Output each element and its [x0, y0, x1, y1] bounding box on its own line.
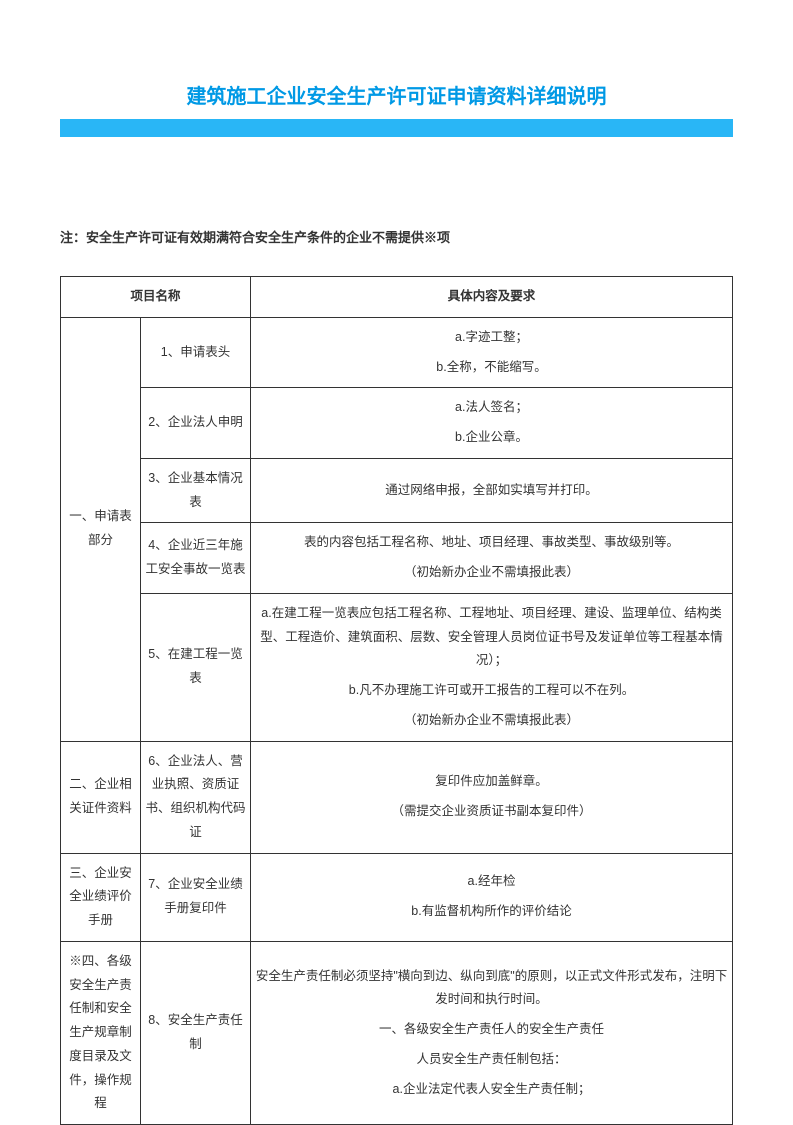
item-3-content: 通过网络申报，全部如实填写并打印。	[251, 458, 733, 523]
content-line: 复印件应加盖鲜章。	[255, 770, 728, 794]
table-row: 二、企业相关证件资料 6、企业法人、营业执照、资质证书、组织机构代码证 复印件应…	[61, 741, 733, 853]
content-line: a.经年检	[255, 870, 728, 894]
item-7-content: a.经年检 b.有监督机构所作的评价结论	[251, 853, 733, 941]
item-7-label: 7、企业安全业绩手册复印件	[141, 853, 251, 941]
header-requirements: 具体内容及要求	[251, 277, 733, 318]
content-line: a.企业法定代表人安全生产责任制；	[255, 1078, 728, 1102]
note-text: 注：安全生产许可证有效期满符合安全生产条件的企业不需提供※项	[60, 227, 733, 246]
section-2-label: 二、企业相关证件资料	[61, 741, 141, 853]
item-6-content: 复印件应加盖鲜章。 （需提交企业资质证书副本复印件）	[251, 741, 733, 853]
section-4-label: ※四、各级安全生产责任制和安全生产规章制度目录及文件，操作规程	[61, 941, 141, 1124]
content-line: b.企业公章。	[255, 426, 728, 450]
requirements-table: 项目名称 具体内容及要求 一、申请表部分 1、申请表头 a.字迹工整； b.全称…	[60, 276, 733, 1125]
content-line: 安全生产责任制必须坚持"横向到边、纵向到底"的原则，以正式文件形式发布，注明下发…	[255, 965, 728, 1013]
item-8-label: 8、安全生产责任制	[141, 941, 251, 1124]
content-line: 表的内容包括工程名称、地址、项目经理、事故类型、事故级别等。	[255, 531, 728, 555]
content-line: b.凡不办理施工许可或开工报告的工程可以不在列。	[255, 679, 728, 703]
item-4-content: 表的内容包括工程名称、地址、项目经理、事故类型、事故级别等。 （初始新办企业不需…	[251, 523, 733, 594]
table-row: 一、申请表部分 1、申请表头 a.字迹工整； b.全称，不能缩写。	[61, 317, 733, 388]
item-3-label: 3、企业基本情况表	[141, 458, 251, 523]
item-5-label: 5、在建工程一览表	[141, 593, 251, 741]
content-line: a.法人签名；	[255, 396, 728, 420]
table-header-row: 项目名称 具体内容及要求	[61, 277, 733, 318]
table-row: 5、在建工程一览表 a.在建工程一览表应包括工程名称、工程地址、项目经理、建设、…	[61, 593, 733, 741]
content-line: b.全称，不能缩写。	[255, 356, 728, 380]
item-2-content: a.法人签名； b.企业公章。	[251, 388, 733, 459]
content-line: （初始新办企业不需填报此表）	[255, 709, 728, 733]
content-line: 一、各级安全生产责任人的安全生产责任	[255, 1018, 728, 1042]
content-line: a.字迹工整；	[255, 326, 728, 350]
table-row: ※四、各级安全生产责任制和安全生产规章制度目录及文件，操作规程 8、安全生产责任…	[61, 941, 733, 1124]
table-row: 2、企业法人申明 a.法人签名； b.企业公章。	[61, 388, 733, 459]
header-project-name: 项目名称	[61, 277, 251, 318]
content-line: 人员安全生产责任制包括：	[255, 1048, 728, 1072]
item-1-label: 1、申请表头	[141, 317, 251, 388]
item-4-label: 4、企业近三年施工安全事故一览表	[141, 523, 251, 594]
item-8-content: 安全生产责任制必须坚持"横向到边、纵向到底"的原则，以正式文件形式发布，注明下发…	[251, 941, 733, 1124]
section-3-label: 三、企业安全业绩评价手册	[61, 853, 141, 941]
table-row: 三、企业安全业绩评价手册 7、企业安全业绩手册复印件 a.经年检 b.有监督机构…	[61, 853, 733, 941]
section-1-label: 一、申请表部分	[61, 317, 141, 741]
item-6-label: 6、企业法人、营业执照、资质证书、组织机构代码证	[141, 741, 251, 853]
item-5-content: a.在建工程一览表应包括工程名称、工程地址、项目经理、建设、监理单位、结构类型、…	[251, 593, 733, 741]
item-1-content: a.字迹工整； b.全称，不能缩写。	[251, 317, 733, 388]
page-title: 建筑施工企业安全生产许可证申请资料详细说明	[60, 80, 733, 109]
content-line: a.在建工程一览表应包括工程名称、工程地址、项目经理、建设、监理单位、结构类型、…	[255, 602, 728, 673]
title-bar	[60, 119, 733, 137]
table-row: 3、企业基本情况表 通过网络申报，全部如实填写并打印。	[61, 458, 733, 523]
table-row: 4、企业近三年施工安全事故一览表 表的内容包括工程名称、地址、项目经理、事故类型…	[61, 523, 733, 594]
content-line: b.有监督机构所作的评价结论	[255, 900, 728, 924]
item-2-label: 2、企业法人申明	[141, 388, 251, 459]
content-line: （初始新办企业不需填报此表）	[255, 561, 728, 585]
content-line: （需提交企业资质证书副本复印件）	[255, 800, 728, 824]
